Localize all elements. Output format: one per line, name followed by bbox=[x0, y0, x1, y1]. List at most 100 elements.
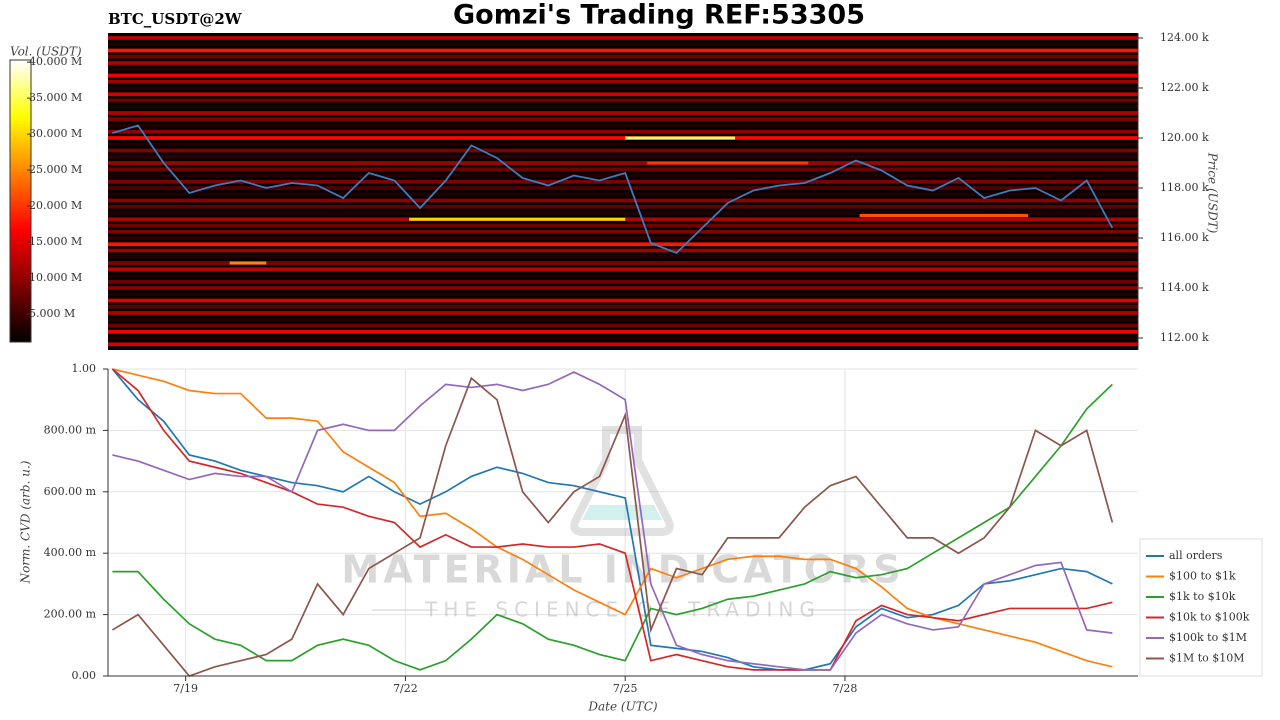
heatmap-row bbox=[108, 167, 1138, 172]
y-tick-label: 200.00 m bbox=[44, 608, 97, 621]
legend-label: all orders bbox=[1169, 549, 1223, 562]
colorbar-cell bbox=[10, 93, 31, 97]
heatmap-segment bbox=[409, 217, 626, 221]
heatmap-row bbox=[108, 54, 1138, 59]
heatmap-row bbox=[108, 111, 1138, 115]
heatmap-row bbox=[108, 223, 1138, 228]
colorbar-label: Vol. (USDT) bbox=[10, 45, 82, 59]
legend-box bbox=[1139, 538, 1263, 677]
colorbar-cell bbox=[10, 81, 31, 85]
x-axis-label: Date (UTC) bbox=[587, 700, 657, 714]
heatmap-row bbox=[108, 142, 1138, 147]
colorbar-cell bbox=[10, 219, 31, 223]
heatmap-row bbox=[108, 67, 1138, 72]
colorbar-cell bbox=[10, 117, 31, 121]
colorbar-cell bbox=[10, 201, 31, 205]
colorbar-cell bbox=[10, 210, 31, 214]
colorbar-cell bbox=[10, 330, 31, 334]
heatmap-segment bbox=[859, 214, 1029, 217]
colorbar-cell bbox=[10, 114, 31, 118]
heatmap-row bbox=[108, 242, 1138, 247]
colorbar-cell bbox=[10, 276, 31, 280]
colorbar-tick-label: 25.000 M bbox=[29, 163, 82, 176]
colorbar-cell bbox=[10, 204, 31, 208]
colorbar-cell bbox=[10, 207, 31, 211]
colorbar-tick-label: 30.000 M bbox=[29, 127, 82, 140]
heatmap-row bbox=[108, 98, 1138, 103]
heatmap-row bbox=[108, 73, 1138, 78]
y-tick-label: 600.00 m bbox=[44, 485, 97, 498]
cvd-line bbox=[111, 368, 1113, 671]
colorbar-cell bbox=[10, 186, 31, 190]
colorbar-cell bbox=[10, 75, 31, 79]
heatmap-row bbox=[108, 186, 1138, 190]
heatmap-row bbox=[108, 86, 1138, 90]
y-tick-label: 118.00 k bbox=[1160, 181, 1209, 194]
colorbar-cell bbox=[10, 336, 31, 340]
heatmap-row bbox=[108, 154, 1138, 159]
colorbar-cell bbox=[10, 120, 31, 124]
colorbar-cell bbox=[10, 258, 31, 262]
heatmap-row bbox=[108, 279, 1138, 284]
colorbar-cell bbox=[10, 177, 31, 181]
colorbar-tick-label: 20.000 M bbox=[29, 199, 82, 212]
colorbar-cell bbox=[10, 132, 31, 136]
watermark-text: MATERIAL INDICATORS bbox=[341, 548, 904, 592]
heatmap-row bbox=[108, 236, 1138, 240]
colorbar-cell bbox=[10, 279, 31, 283]
x-tick-label: 7/22 bbox=[393, 682, 418, 695]
colorbar-cell bbox=[10, 123, 31, 127]
heatmap-row bbox=[108, 248, 1138, 253]
colorbar-cell bbox=[10, 111, 31, 115]
colorbar-cell bbox=[10, 303, 31, 307]
colorbar-cell bbox=[10, 222, 31, 226]
cvd-axis-label: Norm. CVD (arb. u.) bbox=[19, 460, 33, 584]
colorbar-cell bbox=[10, 312, 31, 316]
colorbar-cell bbox=[10, 147, 31, 151]
heatmap-row bbox=[108, 179, 1138, 184]
heatmap-row bbox=[108, 61, 1138, 65]
colorbar-cell bbox=[10, 321, 31, 325]
colorbar-cell bbox=[10, 165, 31, 169]
heatmap-segment bbox=[229, 261, 267, 265]
colorbar-cell bbox=[10, 102, 31, 106]
colorbar-cell bbox=[10, 315, 31, 319]
colorbar-cell bbox=[10, 126, 31, 130]
y-tick-label: 0.00 bbox=[72, 669, 97, 682]
heatmap-row bbox=[108, 286, 1138, 290]
x-tick-label: 7/28 bbox=[833, 682, 858, 695]
y-tick-label: 124.00 k bbox=[1160, 31, 1209, 44]
heatmap-background bbox=[108, 33, 1138, 350]
colorbar-cell bbox=[10, 99, 31, 103]
colorbar-cell bbox=[10, 87, 31, 91]
heatmap-row bbox=[108, 104, 1138, 109]
colorbar-cell bbox=[10, 264, 31, 268]
heatmap-row bbox=[108, 48, 1138, 53]
colorbar-tick-label: 10.000 M bbox=[29, 271, 82, 284]
colorbar-cell bbox=[10, 192, 31, 196]
heatmap-row bbox=[108, 304, 1138, 309]
colorbar-cell bbox=[10, 180, 31, 184]
legend-label: $100 to $1k bbox=[1169, 570, 1236, 583]
price-axis-label: Price (USDT) bbox=[1206, 152, 1220, 234]
colorbar-cell bbox=[10, 162, 31, 166]
watermark-icon bbox=[570, 426, 674, 536]
colorbar-cell bbox=[10, 333, 31, 337]
heatmap-row bbox=[108, 311, 1138, 315]
colorbar-cell bbox=[10, 84, 31, 88]
colorbar-cell bbox=[10, 270, 31, 274]
colorbar-cell bbox=[10, 327, 31, 331]
colorbar-cell bbox=[10, 60, 31, 64]
y-tick-label: 1.00 bbox=[72, 362, 97, 375]
colorbar-cell bbox=[10, 243, 31, 247]
cvd-line bbox=[111, 368, 1113, 671]
heatmap-row bbox=[108, 342, 1138, 347]
colorbar-cell bbox=[10, 168, 31, 172]
colorbar-cell bbox=[10, 288, 31, 292]
cvd-line bbox=[112, 371, 1113, 671]
heatmap-row bbox=[108, 42, 1138, 47]
y-tick-label: 120.00 k bbox=[1160, 131, 1209, 144]
cvd-line bbox=[111, 376, 1114, 678]
colorbar-cell bbox=[10, 195, 31, 199]
